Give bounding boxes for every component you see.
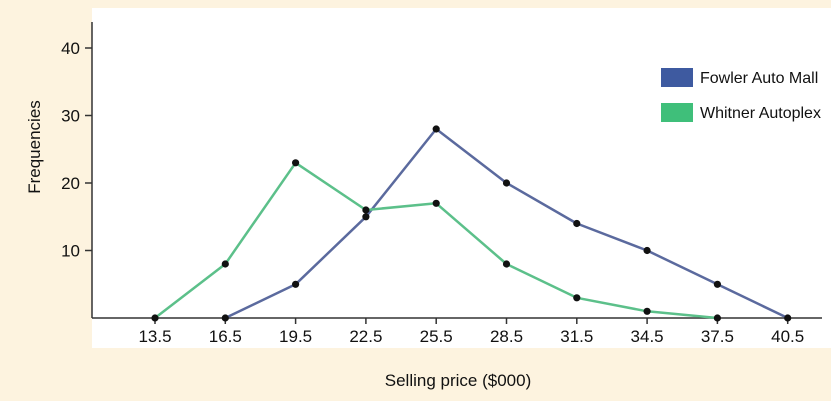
data-point [713, 280, 722, 288]
x-tick-label: 40.5 [771, 327, 804, 346]
x-tick-label: 37.5 [701, 327, 734, 346]
data-point [151, 314, 159, 322]
data-point [432, 125, 440, 133]
x-axis-title: Selling price ($000) [385, 371, 531, 390]
data-point [713, 314, 722, 322]
data-point [643, 307, 651, 315]
legend-swatch [661, 68, 693, 87]
axes: 10 20 30 40 13.5 16.5 19.5 22.5 25.5 28.5 31.5 34.5… [61, 22, 822, 346]
data-point [292, 280, 300, 288]
data-point [784, 314, 792, 322]
y-tick-label: 10 [61, 242, 80, 261]
x-tick-label: 22.5 [349, 327, 382, 346]
y-axis-title: Frequencies [25, 100, 44, 194]
y-tick-label: 30 [61, 107, 80, 126]
data-point [502, 179, 511, 187]
y-tick-label: 40 [61, 39, 80, 58]
x-tick-label: 28.5 [490, 327, 523, 346]
legend-label: Fowler Auto Mall [700, 70, 818, 87]
data-point [432, 199, 440, 207]
data-point [573, 294, 581, 302]
data-point [221, 314, 229, 322]
marker-layer [151, 125, 792, 322]
x-tick-label: 13.5 [138, 327, 171, 346]
legend-swatch [661, 103, 693, 122]
data-point [643, 246, 651, 255]
data-point [502, 260, 511, 268]
data-point [573, 219, 581, 228]
legend: Fowler Auto Mall Whitner Autoplex [661, 68, 821, 122]
x-tick-label: 34.5 [631, 327, 664, 346]
x-tick-label: 25.5 [420, 327, 453, 346]
x-tick-label: 19.5 [279, 327, 312, 346]
data-point [362, 213, 370, 221]
x-tick-label: 16.5 [209, 327, 242, 346]
data-point [292, 159, 300, 167]
data-point [221, 260, 229, 268]
data-point [362, 206, 370, 214]
y-tick-label: 20 [61, 174, 80, 193]
x-tick-label: 31.5 [560, 327, 593, 346]
legend-label: Whitner Autoplex [700, 105, 821, 122]
plot-background [92, 8, 831, 348]
